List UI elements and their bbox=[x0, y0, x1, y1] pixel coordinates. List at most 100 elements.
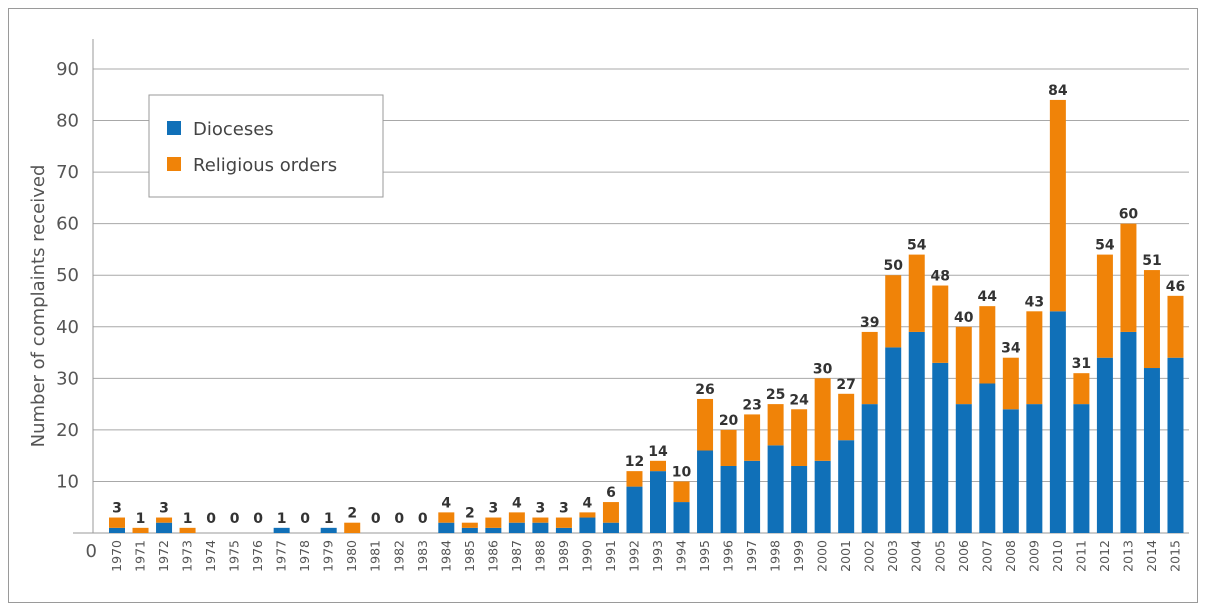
chart-frame: 3 1 3 1 0 0 0 1 0 1 2 0 0 0 4 2 3 4 3 3 4 6 12 14 10 26 20 23 25 24 30… bbox=[8, 8, 1198, 603]
bar-total-label: 1 bbox=[277, 511, 287, 527]
x-tick-label: 1973 bbox=[180, 540, 195, 572]
x-tick-label: 1987 bbox=[509, 540, 524, 572]
bar-segment-religious-orders bbox=[579, 512, 596, 518]
bar-segment-dioceses bbox=[109, 527, 125, 533]
bar-segment-religious-orders bbox=[344, 522, 361, 533]
bar-segment-dioceses bbox=[579, 517, 596, 533]
bar-segment-religious-orders bbox=[767, 404, 784, 446]
legend-label-dioceses: Dioceses bbox=[193, 119, 274, 140]
bar-segment-dioceses bbox=[838, 440, 855, 533]
x-tick-label: 1989 bbox=[556, 540, 571, 572]
x-tick-label: 2012 bbox=[1097, 540, 1112, 572]
x-tick-label: 2006 bbox=[956, 540, 971, 572]
bar-total-label: 3 bbox=[536, 501, 546, 517]
y-tick-label: 70 bbox=[56, 162, 79, 183]
legend-box bbox=[148, 94, 384, 198]
bar-total-label: 4 bbox=[512, 495, 522, 511]
x-tick-label: 2008 bbox=[1003, 540, 1018, 572]
bar-segment-dioceses bbox=[697, 450, 714, 533]
bar-segment-dioceses bbox=[673, 502, 690, 533]
y-tick-label: 30 bbox=[56, 368, 79, 389]
x-tick-label: 1971 bbox=[133, 540, 148, 572]
bar-segment-religious-orders bbox=[838, 393, 855, 441]
bar-segment-religious-orders bbox=[673, 481, 690, 503]
bar-segment-religious-orders bbox=[109, 517, 125, 528]
bar-total-label: 3 bbox=[112, 501, 122, 517]
x-tick-label: 2009 bbox=[1026, 540, 1041, 572]
bar-segment-dioceses bbox=[532, 522, 549, 533]
bar-segment-religious-orders bbox=[650, 460, 666, 472]
bar-total-label: 10 bbox=[672, 464, 692, 480]
bar-total-label: 48 bbox=[931, 269, 950, 285]
x-tick-label: 2015 bbox=[1167, 540, 1182, 572]
bar-segment-religious-orders bbox=[955, 326, 972, 405]
bar-segment-religious-orders bbox=[932, 285, 949, 363]
bar-segment-religious-orders bbox=[438, 512, 455, 523]
x-tick-label: 2013 bbox=[1120, 540, 1135, 572]
x-tick-label: 1983 bbox=[415, 540, 430, 572]
bar-total-label: 0 bbox=[230, 511, 240, 527]
bar-total-label: 46 bbox=[1166, 279, 1185, 295]
x-tick-label: 1996 bbox=[721, 540, 736, 572]
x-tick-label: 1986 bbox=[485, 540, 500, 572]
bar-total-label: 0 bbox=[206, 511, 216, 527]
bar-segment-religious-orders bbox=[1096, 254, 1113, 358]
bar-segment-dioceses bbox=[626, 486, 643, 533]
bar-segment-religious-orders bbox=[461, 522, 478, 528]
x-tick-label: 1972 bbox=[156, 540, 171, 572]
bar-segment-dioceses bbox=[861, 404, 878, 533]
y-axis-label: Number of complaints received bbox=[28, 165, 49, 448]
x-tick-label: 2007 bbox=[979, 540, 994, 572]
y-tick-label: 90 bbox=[56, 59, 79, 80]
bar-segment-religious-orders bbox=[1073, 373, 1090, 405]
x-tick-label: 1998 bbox=[768, 540, 783, 572]
x-tick-label: 1992 bbox=[626, 540, 641, 572]
bar-total-label: 27 bbox=[836, 377, 855, 393]
bar-segment-religious-orders bbox=[1049, 99, 1066, 312]
x-tick-label: 1990 bbox=[579, 540, 594, 572]
bar-total-label: 1 bbox=[324, 511, 334, 527]
bar-total-label: 26 bbox=[695, 382, 714, 398]
legend-swatch-religious-orders bbox=[167, 157, 181, 171]
bar-segment-religious-orders bbox=[602, 502, 619, 523]
x-tick-label: 1988 bbox=[532, 540, 547, 572]
bar-total-label: 2 bbox=[347, 506, 357, 522]
bar-segment-dioceses bbox=[885, 347, 902, 533]
bar-segment-religious-orders bbox=[132, 527, 149, 533]
x-tick-label: 1978 bbox=[297, 540, 312, 572]
bar-segment-religious-orders bbox=[720, 429, 737, 466]
bar-segment-dioceses bbox=[602, 522, 619, 533]
bar-segment-religious-orders bbox=[1143, 270, 1160, 369]
x-tick-label: 1994 bbox=[674, 540, 689, 572]
bar-total-label: 3 bbox=[559, 501, 569, 517]
x-tick-label: 2010 bbox=[1050, 540, 1065, 572]
bar-segment-dioceses bbox=[1096, 357, 1113, 533]
bar-segment-religious-orders bbox=[156, 517, 173, 523]
bar-segment-religious-orders bbox=[861, 331, 878, 405]
bar-total-label: 25 bbox=[766, 387, 785, 403]
y-tick-label: 0 bbox=[86, 541, 97, 562]
bar-segment-dioceses bbox=[273, 527, 290, 533]
bar-segment-dioceses bbox=[932, 362, 949, 533]
bar-segment-religious-orders bbox=[179, 527, 196, 533]
bar-total-label: 0 bbox=[418, 511, 428, 527]
bar-total-label: 6 bbox=[606, 485, 616, 501]
bar-total-label: 3 bbox=[488, 501, 498, 517]
y-tick-label: 80 bbox=[56, 111, 79, 132]
x-tick-label: 1985 bbox=[462, 540, 477, 572]
bar-total-label: 44 bbox=[978, 289, 998, 305]
bar-segment-dioceses bbox=[955, 404, 972, 533]
bar-segment-dioceses bbox=[791, 465, 808, 533]
bar-total-label: 0 bbox=[253, 511, 263, 527]
bar-segment-religious-orders bbox=[814, 378, 831, 461]
bar-segment-dioceses bbox=[320, 527, 337, 533]
x-tick-label: 1976 bbox=[250, 540, 265, 572]
bar-segment-dioceses bbox=[814, 460, 831, 533]
bar-total-label: 20 bbox=[719, 413, 739, 429]
x-tick-label: 1980 bbox=[344, 540, 359, 572]
x-tick-label: 2001 bbox=[838, 540, 853, 572]
legend-swatch-dioceses bbox=[167, 121, 181, 135]
bar-total-label: 84 bbox=[1048, 83, 1068, 99]
bar-segment-dioceses bbox=[744, 460, 761, 533]
